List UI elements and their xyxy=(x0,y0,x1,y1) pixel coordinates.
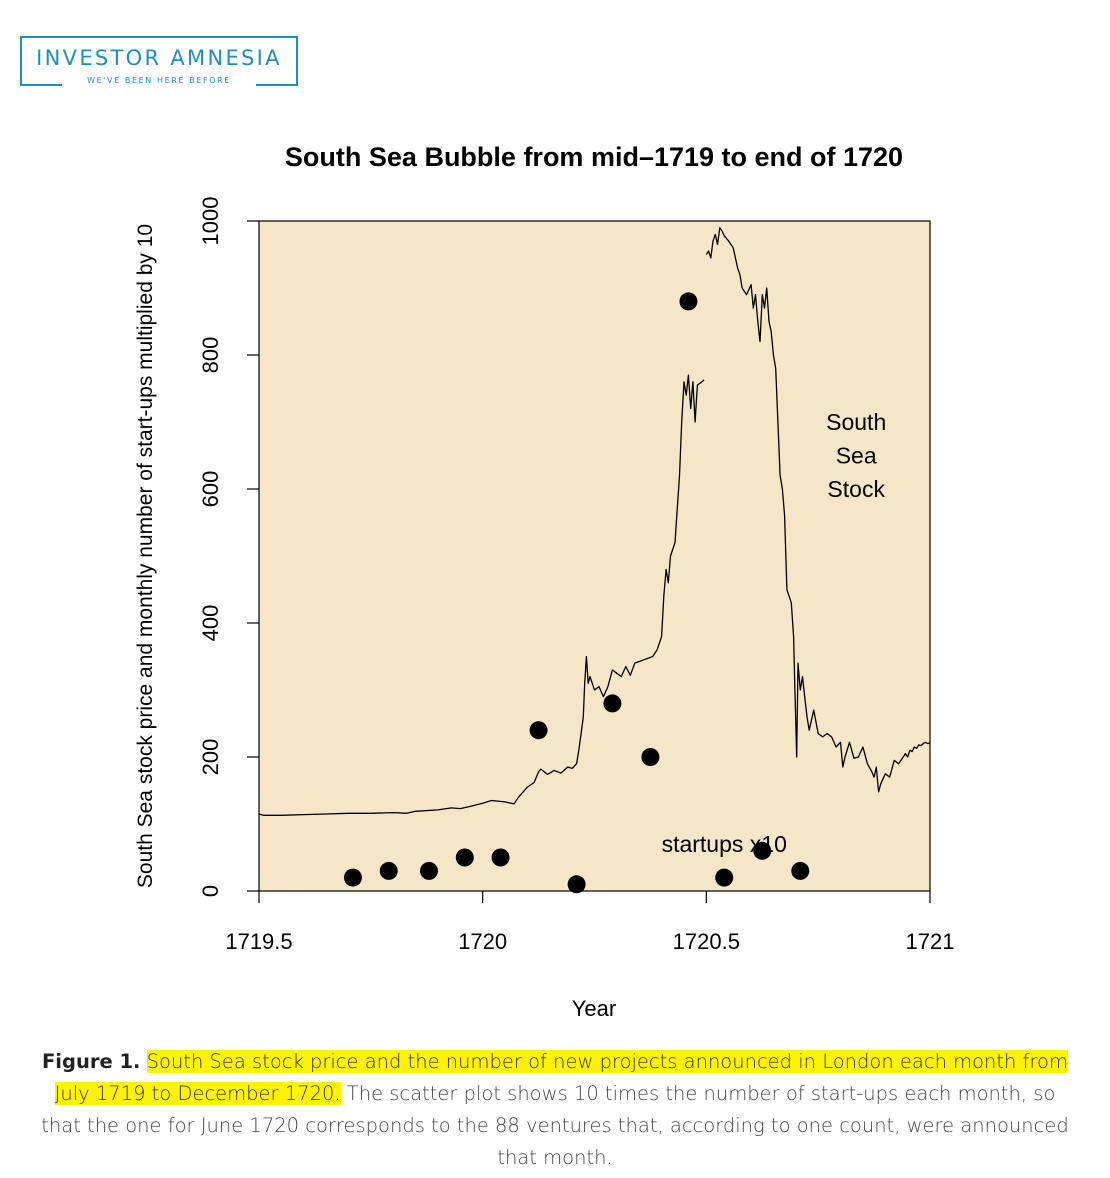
x-tick-label: 1720 xyxy=(458,929,507,954)
startup-point xyxy=(455,848,474,867)
south-sea-stock-line xyxy=(705,227,931,793)
startup-point xyxy=(491,848,510,867)
stock-annotation: South xyxy=(826,409,886,435)
x-tick-label: 1721 xyxy=(906,929,955,954)
x-tick-label: 1719.5 xyxy=(225,929,292,954)
startup-point xyxy=(419,861,438,880)
figure-caption: Figure 1. South Sea stock price and the … xyxy=(40,1046,1070,1174)
startup-point xyxy=(379,861,398,880)
y-tick-label: 1000 xyxy=(198,197,223,246)
y-tick-label: 200 xyxy=(198,739,223,776)
south-sea-stock-line xyxy=(258,374,705,816)
y-axis-label: South Sea stock price and monthly number… xyxy=(134,224,157,888)
startup-point xyxy=(529,721,548,740)
south-sea-chart: South Sea Bubble from mid–1719 to end of… xyxy=(134,142,955,1021)
startup-point xyxy=(603,694,622,713)
y-tick-label: 800 xyxy=(198,337,223,374)
plot-area xyxy=(258,220,931,892)
chart-title: South Sea Bubble from mid–1719 to end of… xyxy=(285,142,903,172)
logo-subtitle: WE'VE BEEN HERE BEFORE xyxy=(68,76,250,86)
stock-annotation: Sea xyxy=(836,443,877,469)
y-tick-label: 600 xyxy=(198,471,223,508)
stock-annotation: Stock xyxy=(827,476,885,502)
x-tick-label: 1720.5 xyxy=(673,929,740,954)
startup-point xyxy=(753,841,772,860)
startup-point xyxy=(679,292,698,311)
logo-title: INVESTOR AMNESIA xyxy=(36,46,282,70)
startups-annotation: startups x10 xyxy=(662,831,787,857)
startup-point xyxy=(715,868,734,887)
startup-point xyxy=(567,875,586,894)
figure-label: Figure 1. xyxy=(41,1050,141,1073)
y-tick-label: 400 xyxy=(198,605,223,642)
startup-point xyxy=(641,748,660,766)
investor-amnesia-logo: INVESTOR AMNESIA WE'VE BEEN HERE BEFORE xyxy=(20,36,298,86)
startup-point xyxy=(791,861,810,880)
y-tick-label: 0 xyxy=(198,885,223,897)
startup-point xyxy=(343,868,362,887)
x-axis-label: Year xyxy=(572,996,616,1021)
caption-rest: The scatter plot shows 10 times the numb… xyxy=(41,1082,1069,1169)
